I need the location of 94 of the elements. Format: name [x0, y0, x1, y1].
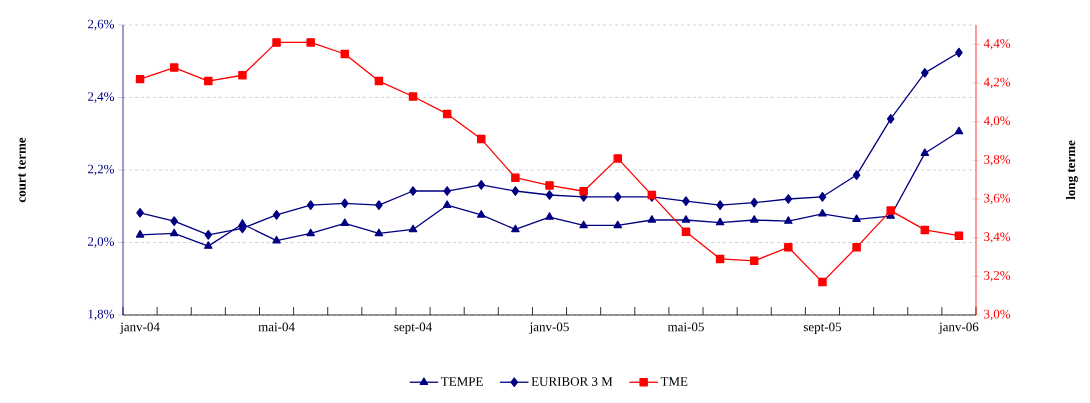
- y-axis-title: court terme: [18, 137, 26, 203]
- y2-tick-label: 4,0%: [983, 116, 1011, 127]
- point: [204, 76, 213, 86]
- x-tick-label: sept-04: [394, 322, 432, 334]
- point: [511, 173, 520, 182]
- point: [340, 198, 349, 209]
- point: [954, 126, 964, 135]
- point: [477, 134, 486, 144]
- point: [375, 200, 383, 210]
- point: [818, 191, 827, 202]
- point: [613, 191, 622, 202]
- point: [204, 241, 213, 249]
- point: [886, 114, 895, 124]
- point: [681, 215, 691, 223]
- point: [682, 196, 690, 207]
- y-tick-label: 2,0%: [87, 237, 115, 248]
- point: [921, 68, 929, 78]
- legend-label: TEMPE: [441, 377, 483, 386]
- point: [443, 186, 451, 196]
- point: [715, 254, 725, 264]
- point: [818, 277, 827, 287]
- y2-tick-label: 3,8%: [984, 155, 1011, 166]
- point: [511, 224, 520, 233]
- point: [511, 186, 520, 196]
- point: [579, 220, 588, 229]
- x-tick-label: janv-04: [119, 322, 160, 334]
- point: [749, 215, 759, 223]
- point: [852, 214, 861, 223]
- point: [340, 218, 350, 227]
- point: [852, 170, 861, 180]
- point: [306, 200, 315, 210]
- point: [272, 38, 281, 47]
- legend-label: EURIBOR 3 M: [531, 377, 613, 386]
- point: [374, 76, 384, 86]
- point: [306, 228, 315, 237]
- point: [272, 210, 281, 220]
- x-tick-label: janv-06: [938, 322, 979, 334]
- point: [545, 181, 554, 190]
- y2-tick-label: 4,2%: [983, 77, 1011, 89]
- y-tick-label: 1,8%: [88, 309, 115, 321]
- point: [442, 200, 452, 208]
- x-tick-label: mai-04: [258, 322, 295, 332]
- point: [408, 224, 418, 233]
- point: [238, 71, 247, 80]
- point: [545, 212, 554, 220]
- point: [681, 227, 691, 237]
- point: [613, 154, 622, 163]
- point: [169, 228, 179, 237]
- point: [852, 243, 861, 252]
- point: [374, 228, 384, 237]
- point: [442, 109, 452, 119]
- y2-tick-label: 4,4%: [983, 39, 1011, 50]
- point: [204, 230, 213, 240]
- point: [579, 187, 588, 196]
- x-tick-label: mai-05: [667, 322, 704, 332]
- point: [749, 256, 759, 266]
- point: [955, 47, 963, 58]
- point: [135, 74, 145, 84]
- point: [136, 207, 144, 218]
- point: [784, 194, 793, 204]
- point: [409, 186, 417, 196]
- y-tick-label: 2,4%: [87, 92, 115, 103]
- point: [716, 200, 724, 210]
- point: [647, 215, 657, 223]
- y-tick-label: 2,6%: [87, 19, 115, 31]
- point: [750, 197, 759, 208]
- point: [476, 210, 486, 218]
- point: [306, 38, 315, 47]
- legend-label: TME: [660, 377, 688, 386]
- point: [954, 231, 964, 240]
- point: [545, 190, 554, 200]
- point: [135, 230, 145, 238]
- point: [477, 180, 486, 190]
- point: [272, 235, 281, 244]
- y2-tick-label: 3,6%: [984, 193, 1011, 205]
- point: [784, 216, 793, 224]
- point: [340, 49, 350, 59]
- y2-tick-label: 3,0%: [984, 309, 1011, 321]
- y2-tick-label: 3,4%: [984, 232, 1011, 243]
- point: [920, 148, 930, 157]
- point: [715, 217, 725, 226]
- point: [408, 92, 418, 101]
- x-tick-label: sept-05: [803, 322, 842, 334]
- point: [170, 216, 178, 226]
- point: [818, 209, 827, 217]
- point: [169, 63, 179, 72]
- y2-tick-label: 3,2%: [984, 271, 1011, 282]
- point: [886, 206, 895, 215]
- point: [920, 225, 930, 235]
- y2-axis-title: long terme: [1066, 140, 1078, 200]
- x-tick-label: janv-05: [529, 322, 569, 334]
- y-tick-label: 2,2%: [87, 164, 115, 176]
- point: [784, 243, 793, 252]
- point: [613, 220, 623, 229]
